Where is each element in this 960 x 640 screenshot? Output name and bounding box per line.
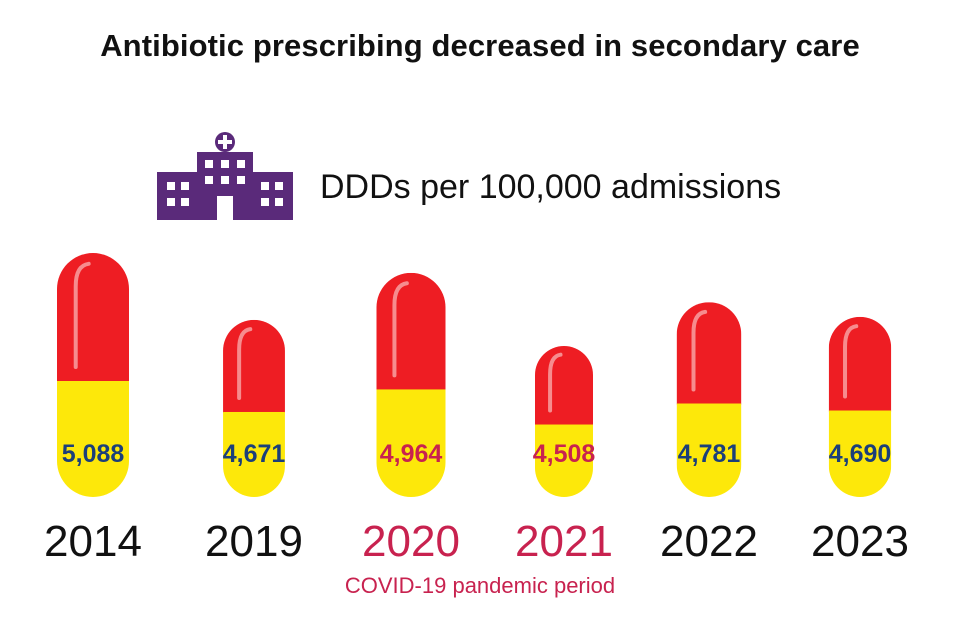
year-label-2021: 2021 — [515, 517, 613, 566]
capsule-2019 — [223, 319, 285, 497]
capsule-highlight — [237, 327, 253, 400]
capsule-2021 — [535, 346, 593, 497]
chart-subtitle: DDDs per 100,000 admissions — [320, 168, 782, 206]
capsule-2023 — [828, 316, 892, 497]
year-label-2019: 2019 — [205, 517, 303, 566]
capsule-top-2022 — [676, 302, 742, 405]
capsule-bottom-2019 — [223, 411, 285, 497]
year-label-2022: 2022 — [660, 517, 758, 566]
capsule-top-2023 — [828, 316, 892, 412]
capsule-2020 — [376, 272, 446, 497]
value-label-2020: 4,964 — [380, 440, 443, 468]
capsule-top-2021 — [535, 346, 593, 426]
value-label-2019: 4,671 — [223, 440, 286, 468]
capsule-top-2020 — [376, 272, 446, 391]
value-label-2022: 4,781 — [678, 440, 741, 468]
year-label-2020: 2020 — [362, 517, 460, 566]
value-label-2021: 4,508 — [533, 440, 596, 468]
covid-annotation: COVID-19 pandemic period — [344, 573, 616, 598]
capsule-highlight — [73, 261, 91, 369]
capsule-bottom-2014 — [57, 381, 129, 497]
capsule-highlight — [548, 352, 563, 413]
year-label-2023: 2023 — [811, 517, 909, 566]
capsule-2022 — [676, 302, 742, 497]
chart-title: Antibiotic prescribing decreased in seco… — [100, 28, 860, 63]
capsule-top-2019 — [223, 319, 285, 413]
value-label-2014: 5,088 — [62, 440, 125, 468]
hospital-icon — [157, 132, 293, 220]
capsule-bottom-2022 — [676, 403, 742, 497]
capsule-top-2014 — [57, 253, 129, 382]
capsule-highlight — [691, 309, 708, 392]
capsule-2014 — [57, 253, 129, 497]
capsule-bottom-2020 — [376, 389, 446, 497]
capsule-highlight — [392, 281, 409, 378]
capsule-bottom-2021 — [535, 424, 593, 497]
capsule-highlight — [843, 324, 859, 399]
value-label-2023: 4,690 — [829, 440, 892, 468]
capsule-bottom-2023 — [828, 410, 892, 497]
year-label-2014: 2014 — [44, 517, 142, 566]
